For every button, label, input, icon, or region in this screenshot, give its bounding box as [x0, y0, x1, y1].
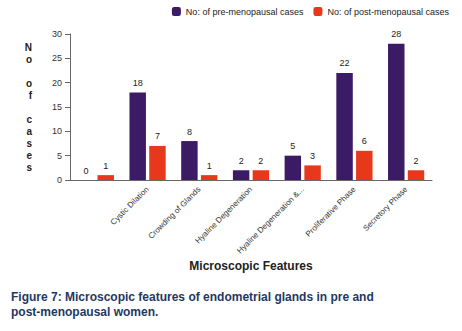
svg-text:3: 3 — [310, 151, 315, 161]
svg-text:Figure 7: Microscopic features: Figure 7: Microscopic features of endome… — [11, 290, 377, 304]
svg-text:5: 5 — [290, 141, 295, 151]
svg-text:2: 2 — [239, 156, 244, 166]
svg-text:22: 22 — [340, 58, 350, 68]
svg-text:10: 10 — [52, 126, 62, 136]
svg-text:28: 28 — [391, 29, 401, 39]
svg-text:s: s — [26, 138, 32, 149]
svg-text:Crowding of Glands: Crowding of Glands — [147, 185, 203, 241]
svg-text:Cystic Dilation: Cystic Dilation — [109, 185, 151, 227]
svg-text:18: 18 — [133, 78, 143, 88]
svg-text:2: 2 — [258, 156, 263, 166]
svg-text:post-menopausal women.: post-menopausal women. — [11, 305, 158, 319]
svg-text:7: 7 — [155, 131, 160, 141]
svg-text:a: a — [26, 126, 32, 137]
svg-text:s: s — [26, 162, 32, 173]
svg-text:8: 8 — [187, 127, 192, 137]
svg-text:15: 15 — [52, 102, 62, 112]
svg-text:25: 25 — [52, 53, 62, 63]
svg-text:Hyaline Degeneration: Hyaline Degeneration — [194, 185, 255, 246]
svg-text:0: 0 — [57, 175, 62, 185]
svg-text:30: 30 — [52, 29, 62, 39]
svg-text:20: 20 — [52, 78, 62, 88]
svg-text:No: of pre-menopausal cases: No: of pre-menopausal cases — [186, 7, 304, 17]
svg-text:Proliferative Phase: Proliferative Phase — [304, 184, 358, 238]
svg-text:N: N — [25, 42, 32, 53]
svg-text:5: 5 — [57, 151, 62, 161]
svg-text:Secretory Phase: Secretory Phase — [361, 184, 409, 232]
svg-text:o: o — [26, 54, 32, 65]
svg-text:1: 1 — [103, 161, 108, 171]
svg-text:c: c — [26, 114, 32, 125]
svg-text:0: 0 — [83, 166, 88, 176]
svg-text:e: e — [26, 150, 32, 161]
svg-text:No: of post-menopausal cases: No: of post-menopausal cases — [327, 7, 449, 17]
svg-text:6: 6 — [362, 136, 367, 146]
svg-text:Microscopic Features: Microscopic Features — [189, 259, 313, 273]
svg-text:Hyaline Degeneration &...: Hyaline Degeneration &... — [235, 185, 306, 256]
svg-text:2: 2 — [414, 156, 419, 166]
svg-text:o: o — [26, 78, 32, 89]
svg-text:1: 1 — [207, 161, 212, 171]
svg-text:f: f — [29, 90, 33, 101]
